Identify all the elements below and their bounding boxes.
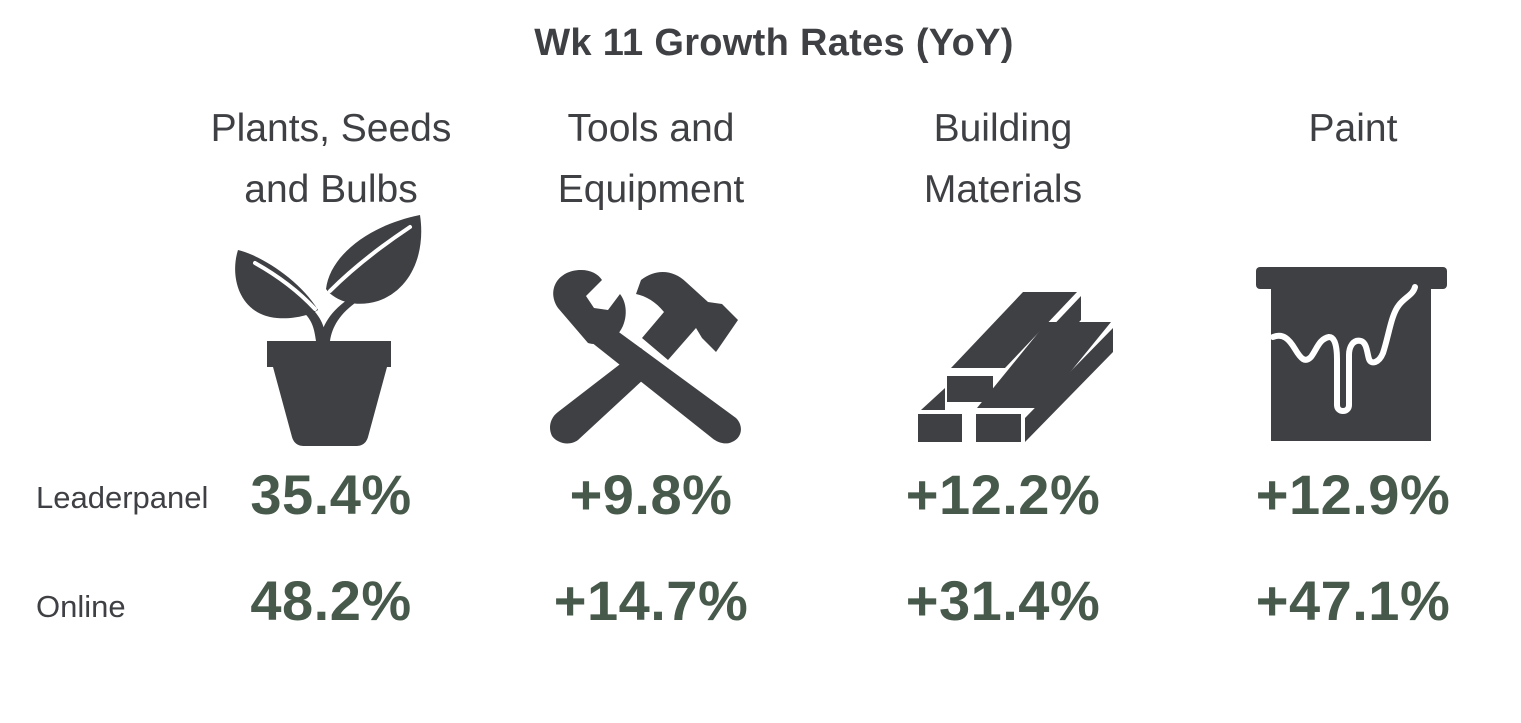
plant-pot-icon [235, 215, 422, 446]
value-leaderpanel-plants: 35.4% [250, 463, 412, 526]
value-leaderpanel-tools: +9.8% [569, 463, 733, 526]
category-tools: Tools and Equipment [501, 98, 801, 220]
category-plants-line1: Plants, Seeds [210, 107, 452, 150]
row-label-leaderpanel: Leaderpanel [36, 480, 209, 515]
category-paint: Paint [1203, 98, 1503, 159]
value-online-tools: +14.7% [553, 569, 749, 632]
category-building-line2: Materials [923, 168, 1083, 211]
category-plants: Plants, Seeds and Bulbs [181, 98, 481, 220]
value-online-paint: +47.1% [1255, 569, 1451, 632]
row-label-online: Online [36, 589, 126, 624]
lumber-beams-icon [918, 292, 1113, 442]
value-online-building: +31.4% [905, 569, 1101, 632]
category-building-line1: Building [933, 107, 1073, 150]
page-title: Wk 11 Growth Rates (YoY) [534, 22, 1014, 64]
value-leaderpanel-building: +12.2% [905, 463, 1101, 526]
category-plants-line2: and Bulbs [244, 168, 418, 211]
category-building: Building Materials [853, 98, 1153, 220]
category-paint-line1: Paint [1308, 107, 1398, 150]
value-leaderpanel-paint: +12.9% [1255, 463, 1451, 526]
wrench-hammer-icon [550, 270, 741, 444]
paint-bucket-icon [1256, 267, 1447, 441]
value-online-plants: 48.2% [250, 569, 412, 632]
category-tools-line1: Tools and [567, 107, 735, 150]
category-tools-line2: Equipment [557, 168, 745, 211]
